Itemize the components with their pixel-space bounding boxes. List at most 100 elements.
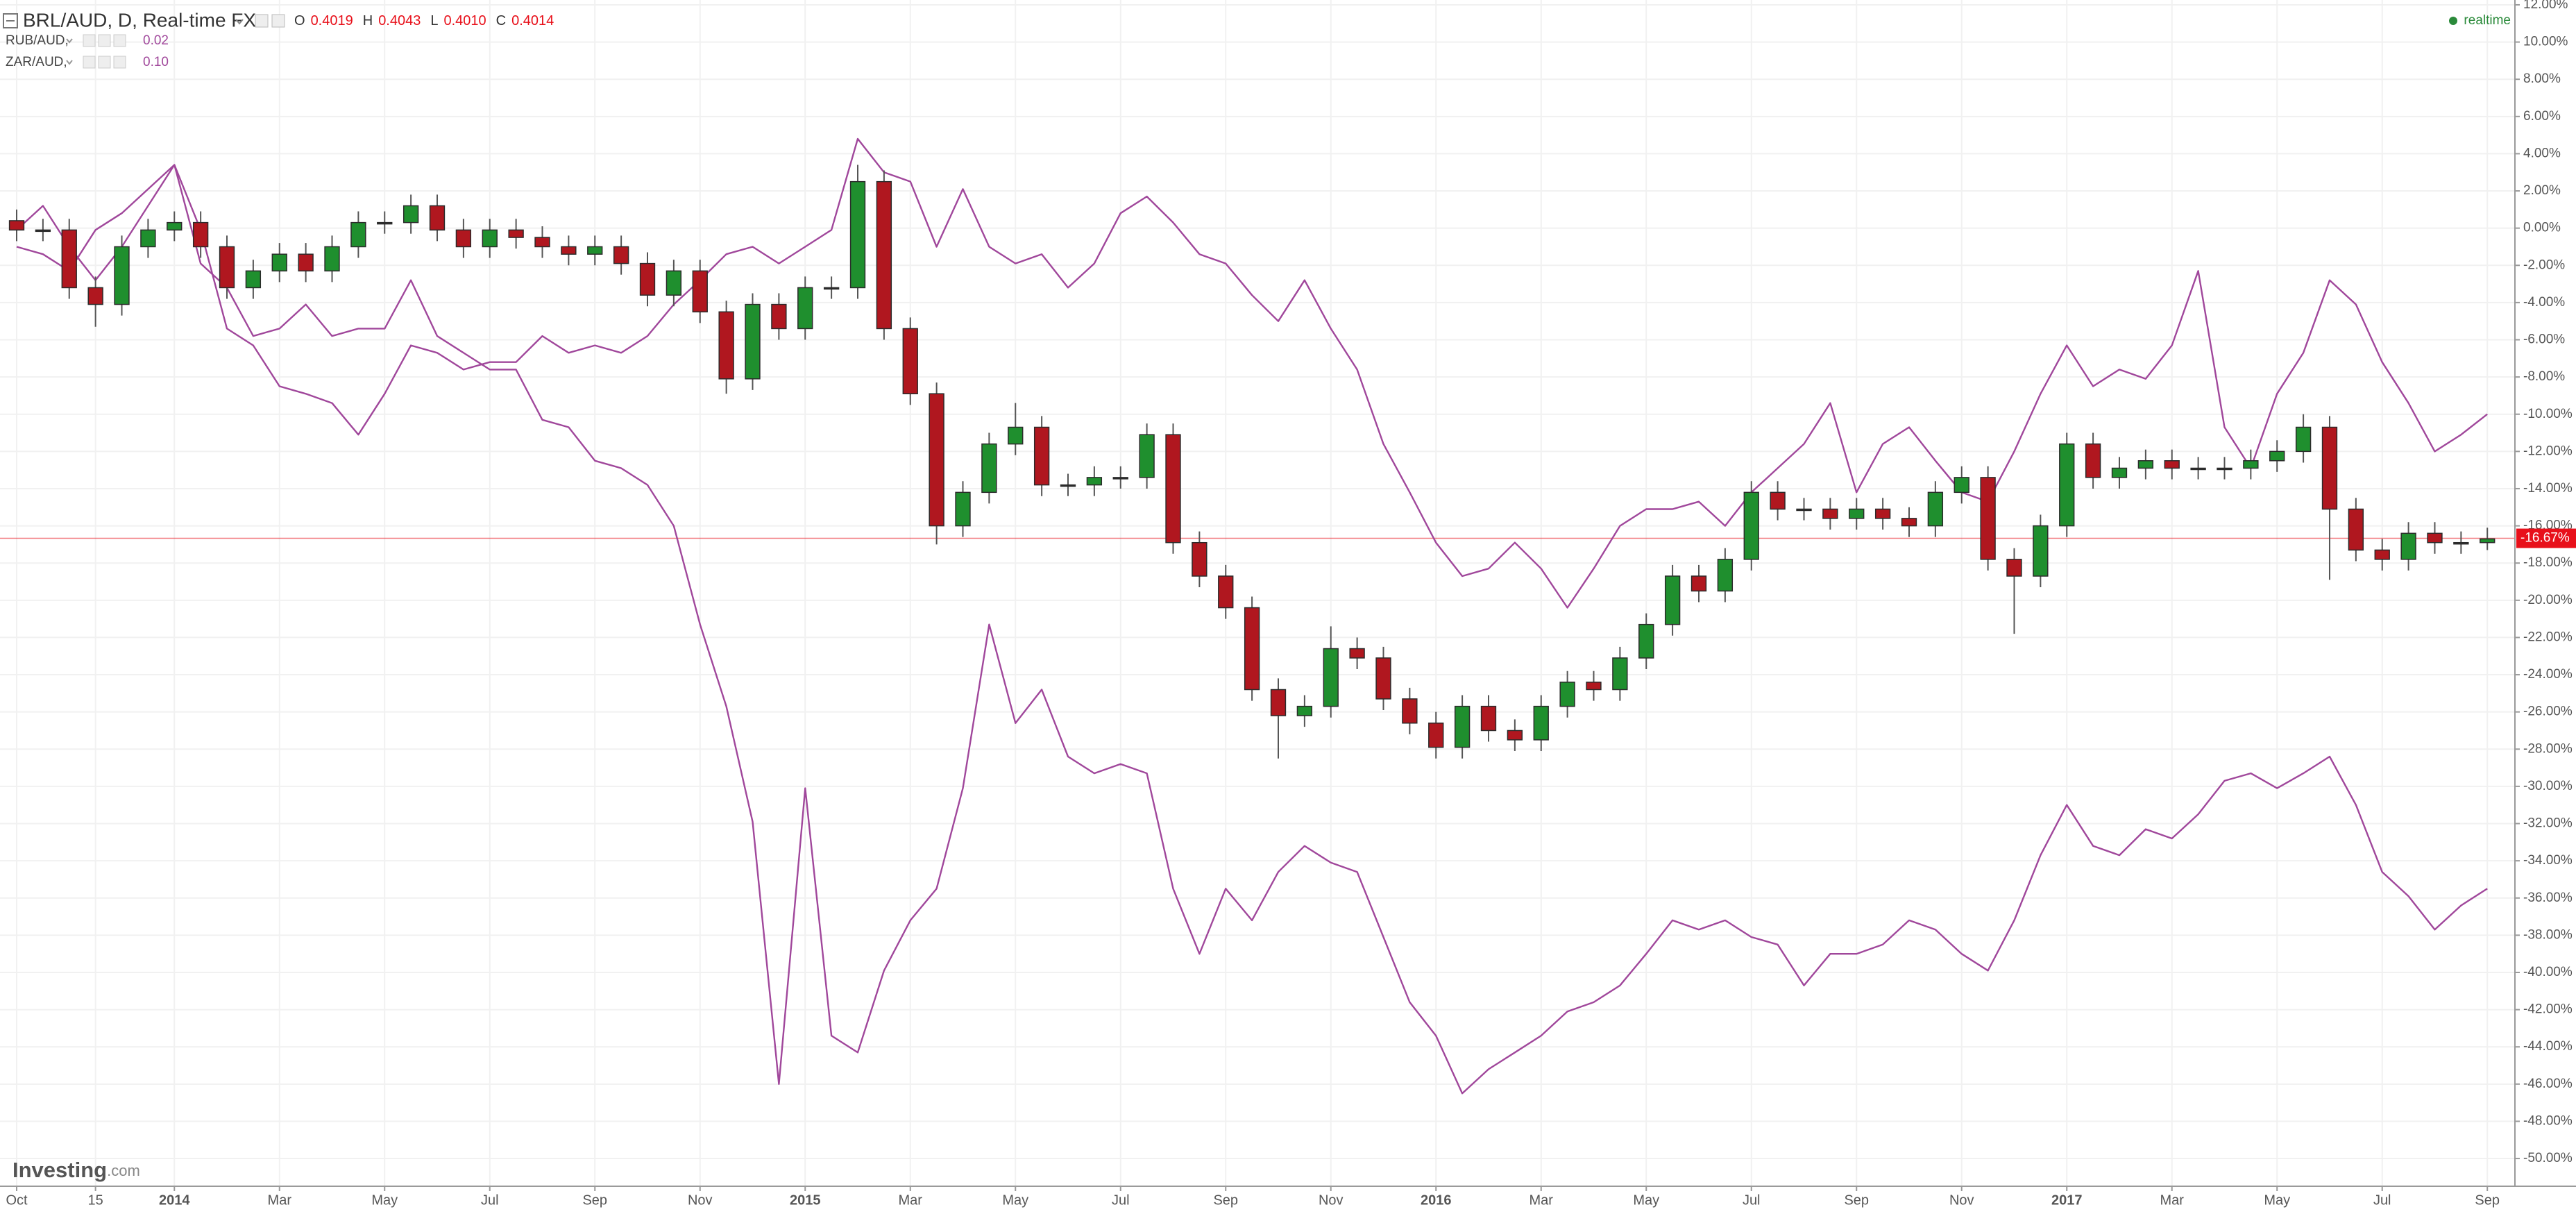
candle-body — [981, 443, 997, 494]
candle-body — [876, 180, 892, 330]
legend-icon — [98, 56, 111, 69]
ohlc-key: C — [496, 13, 506, 28]
collapse-icon[interactable] — [3, 13, 18, 28]
dropdown-icon[interactable] — [235, 19, 244, 25]
candle-body — [1612, 657, 1628, 691]
candle-body — [1586, 682, 1602, 691]
x-tick-label: Mar — [268, 1192, 292, 1208]
y-tick-label: -46.00% — [2523, 1077, 2573, 1091]
x-tick-label: Sep — [582, 1192, 607, 1208]
candle-body — [1454, 705, 1471, 748]
last-price-tag — [2516, 528, 2576, 548]
candle-body — [2190, 467, 2206, 471]
candle-body — [2111, 467, 2128, 478]
x-tick-label: May — [2264, 1192, 2290, 1208]
candle-body — [718, 311, 734, 380]
candle-body — [639, 262, 656, 296]
candle-body — [1060, 484, 1076, 487]
y-tick-label: 8.00% — [2523, 71, 2561, 86]
legend-value: 0.02 — [143, 33, 169, 48]
candle-body — [1480, 705, 1497, 732]
x-tick-label: Nov — [1949, 1192, 1974, 1208]
x-tick-label: Jul — [2373, 1192, 2391, 1208]
x-tick-label: 2015 — [790, 1192, 821, 1208]
candle-body — [1770, 491, 1786, 510]
legend-icon — [113, 34, 126, 47]
settings-icon[interactable] — [255, 14, 269, 28]
candle-body — [1954, 477, 1969, 494]
candle-body — [298, 253, 314, 272]
ohlc-value: 0.4010 — [443, 13, 486, 28]
y-tick-label: -34.00% — [2523, 853, 2573, 868]
candle-body — [1139, 434, 1155, 478]
x-tick-label: 2017 — [2051, 1192, 2083, 1208]
x-tick-label: Jul — [481, 1192, 499, 1208]
x-tick-label: Oct — [6, 1192, 28, 1208]
y-tick-label: 0.00% — [2523, 221, 2561, 235]
candle-body — [1296, 705, 1313, 716]
y-tick-label: -36.00% — [2523, 891, 2573, 905]
candle-body — [87, 287, 103, 305]
candle-body — [2427, 532, 2443, 543]
candle-body — [2006, 559, 2022, 577]
candle-body — [114, 246, 130, 305]
candle-body — [2480, 538, 2496, 543]
y-tick-label: 6.00% — [2523, 109, 2561, 124]
y-tick-label: -18.00% — [2523, 555, 2573, 570]
logo-suffix: .com — [107, 1162, 140, 1179]
legend-icon — [83, 34, 96, 47]
y-tick-label: -50.00% — [2523, 1151, 2573, 1165]
candle-body — [508, 229, 524, 238]
candle-body — [2217, 467, 2232, 471]
candle-body — [1112, 477, 1128, 480]
y-tick-label: -14.00% — [2523, 481, 2573, 496]
x-tick-label: May — [371, 1192, 398, 1208]
candle-body — [1165, 434, 1181, 543]
candle-body — [2164, 460, 2180, 469]
y-tick-label: -4.00% — [2523, 295, 2565, 310]
candle-body — [324, 246, 340, 272]
y-tick-label: -42.00% — [2523, 1002, 2573, 1017]
x-tick-label: Nov — [1319, 1192, 1344, 1208]
y-tick-label: -22.00% — [2523, 630, 2573, 644]
candle-body — [61, 229, 77, 289]
candle-body — [1008, 426, 1024, 445]
legend-icon — [113, 56, 126, 69]
ohlc-key: L — [430, 13, 438, 28]
legend-value: 0.10 — [143, 55, 169, 69]
candle-body — [1033, 426, 1050, 486]
candle-body — [797, 287, 813, 330]
candle-body — [1402, 698, 1418, 724]
y-tick-label: -2.00% — [2523, 258, 2565, 272]
candle-body — [1559, 682, 1575, 707]
candle-body — [1270, 689, 1287, 716]
candle-body — [1218, 575, 1234, 609]
close-icon[interactable] — [271, 14, 285, 28]
candle-body — [2295, 426, 2312, 453]
candle-body — [1349, 648, 1365, 659]
candle-body — [350, 221, 366, 248]
symbol-title: BRL/AUD, D, Real-time FX — [23, 9, 256, 31]
x-tick-label: 2014 — [159, 1192, 190, 1208]
y-tick-label: 4.00% — [2523, 146, 2561, 160]
x-tick-label: Jul — [1112, 1192, 1130, 1208]
candle-body — [771, 303, 787, 330]
candle-body — [1874, 508, 1891, 519]
candle-body — [613, 246, 629, 264]
x-tick-label: Sep — [1844, 1192, 1869, 1208]
candle-body — [1192, 541, 1208, 577]
logo-text: Investing — [12, 1158, 107, 1182]
candle-body — [2348, 508, 2364, 551]
candle-body — [2400, 532, 2416, 560]
x-tick-label: 2016 — [1421, 1192, 1452, 1208]
candle-body — [1743, 491, 1759, 560]
candle-body — [1822, 508, 1838, 519]
candle-body — [692, 270, 708, 313]
plot-area — [0, 137, 2515, 1095]
candle-body — [1323, 648, 1339, 707]
y-tick-label: -8.00% — [2523, 369, 2565, 384]
candle-body — [587, 246, 603, 255]
candle-body — [2137, 460, 2154, 469]
candle-body — [2059, 443, 2075, 527]
